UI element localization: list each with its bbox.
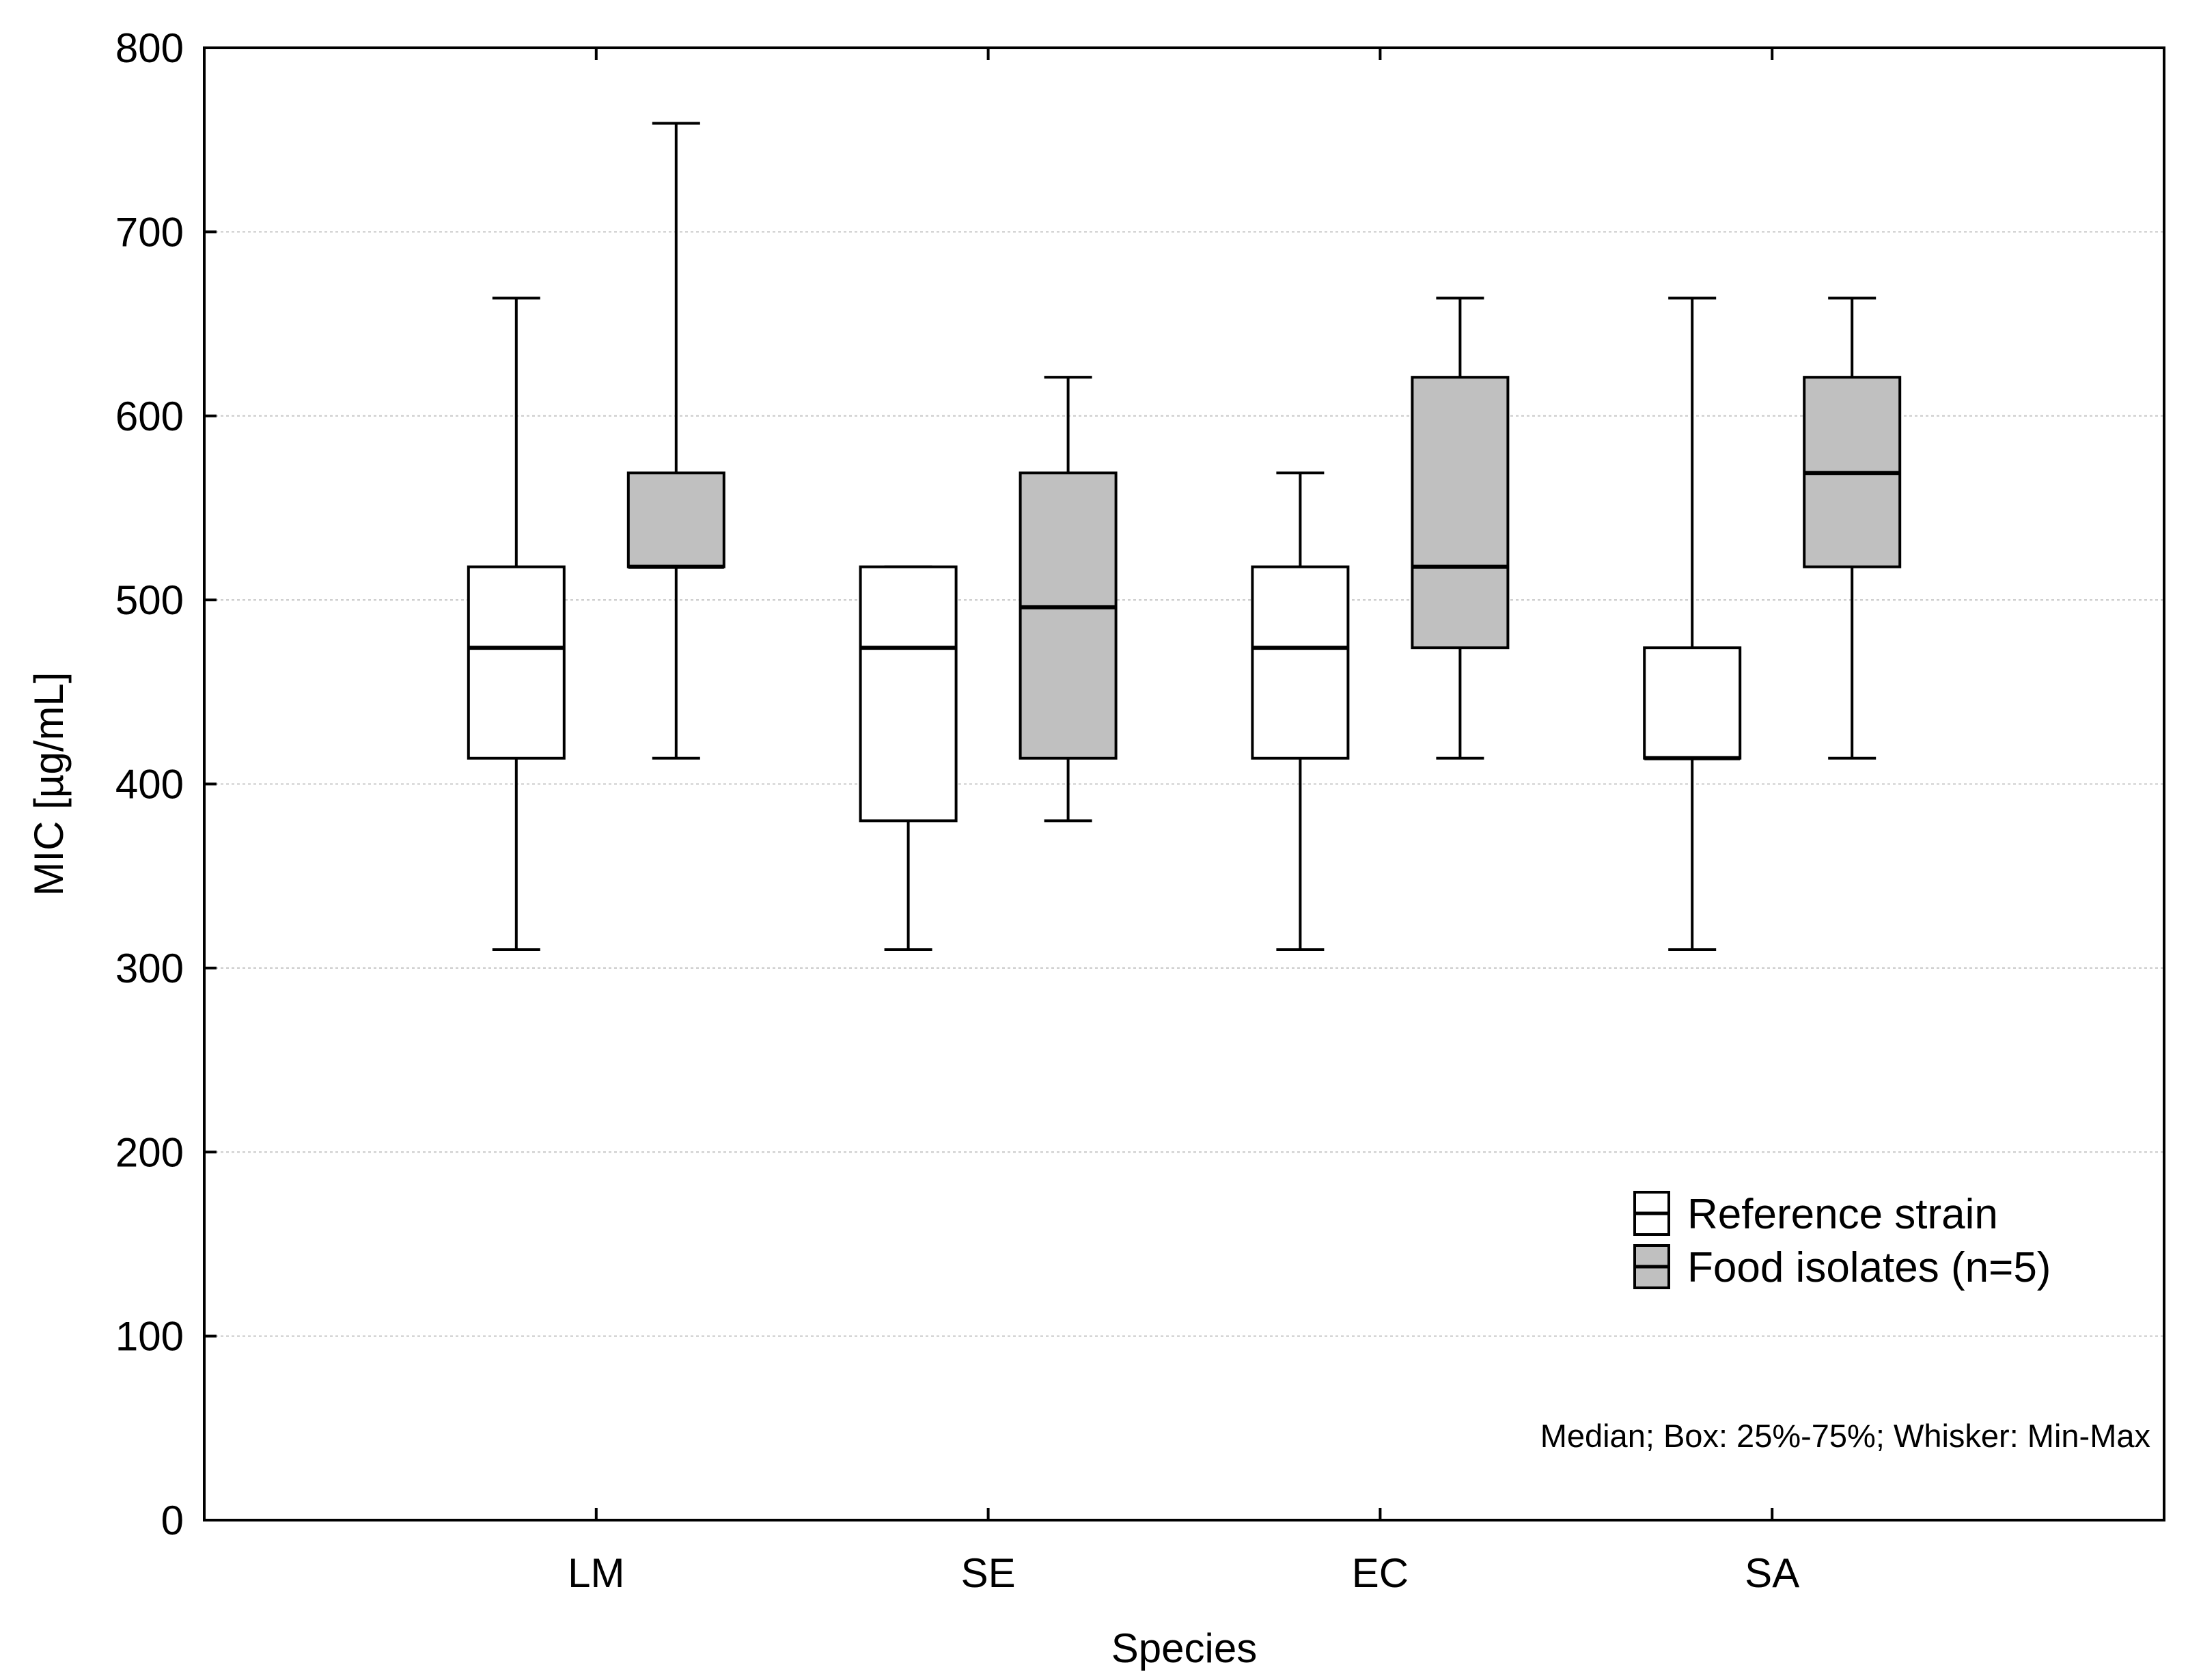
y-tick-label: 800	[115, 25, 184, 71]
box-food-isolates-n-5--lm	[626, 122, 725, 760]
legend-item-food-isolates: Food isolates (n=5)	[1633, 1244, 2051, 1291]
x-axis-title: Species	[1111, 1625, 1257, 1671]
x-axis: LM SE EC SA	[568, 48, 1799, 1596]
y-tick-label: 0	[161, 1498, 184, 1543]
box-reference-strain-se	[859, 565, 958, 951]
box-reference-strain-sa	[1643, 297, 1742, 951]
y-tick-label: 700	[115, 209, 184, 255]
x-tick-label: SE	[961, 1550, 1016, 1596]
box-food-isolates-n-5--ec	[1411, 297, 1510, 760]
iqr-box	[1643, 646, 1742, 760]
grid-lines	[204, 231, 2164, 1337]
y-tick-label: 400	[115, 762, 184, 808]
box-food-isolates-n-5--se	[1019, 376, 1118, 823]
y-tick-label: 200	[115, 1129, 184, 1175]
iqr-box	[1411, 376, 1510, 650]
iqr-box	[1019, 471, 1118, 760]
legend-item-reference-strain: Reference strain	[1633, 1191, 1998, 1238]
y-axis-title: MIC [µg/mL]	[26, 672, 72, 896]
x-tick-label: EC	[1352, 1550, 1409, 1596]
legend-label-reference-strain: Reference strain	[1687, 1191, 1998, 1238]
x-tick-label: SA	[1745, 1550, 1799, 1596]
box-reference-strain-ec	[1251, 471, 1350, 951]
y-axis: 0 100 200 300 400 500 600 700 800	[115, 25, 217, 1543]
box-food-isolates-n-5--sa	[1803, 297, 1902, 760]
y-tick-label: 100	[115, 1314, 184, 1360]
legend-label-food-isolates: Food isolates (n=5)	[1687, 1244, 2051, 1291]
y-tick-label: 600	[115, 394, 184, 439]
iqr-box	[859, 565, 958, 823]
iqr-box	[626, 471, 725, 568]
legend: Reference strain Food isolates (n=5)	[1633, 1191, 2051, 1291]
box-plot-series	[467, 122, 1902, 951]
box-plot-annotation: Median; Box: 25%-75%; Whisker: Min-Max	[1540, 1418, 2150, 1454]
x-tick-label: LM	[568, 1550, 624, 1596]
iqr-box	[467, 565, 566, 760]
iqr-box	[1251, 565, 1350, 760]
y-tick-label: 300	[115, 946, 184, 991]
box-reference-strain-lm	[467, 297, 566, 951]
y-tick-label: 500	[115, 577, 184, 623]
